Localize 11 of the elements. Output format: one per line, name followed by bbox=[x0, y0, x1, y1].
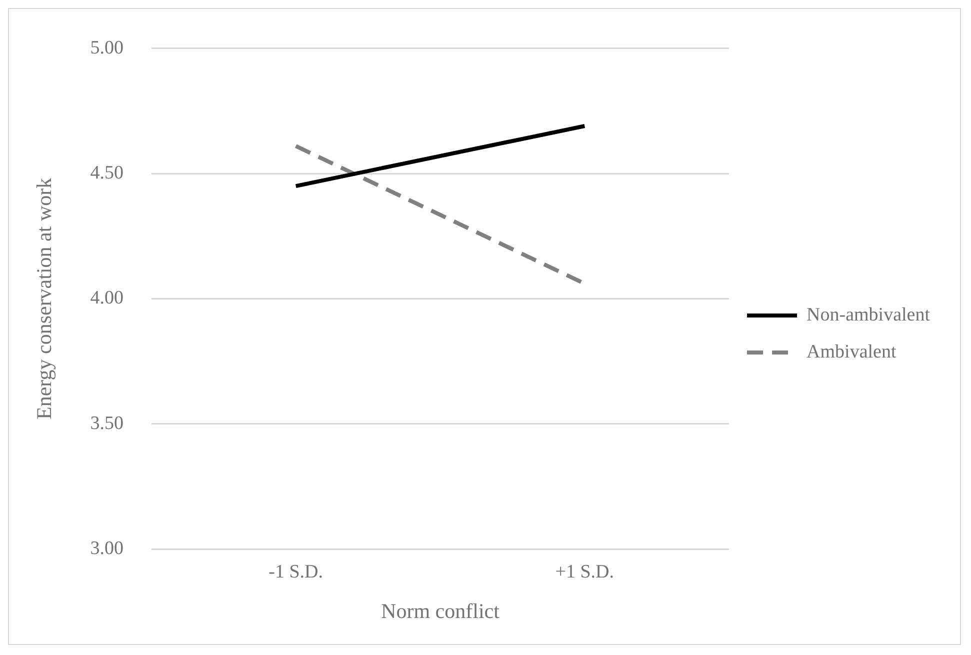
x-axis-title: Norm conflict bbox=[381, 598, 500, 623]
y-tick-label: 4.00 bbox=[90, 288, 124, 309]
x-tick-label: +1 S.D. bbox=[555, 561, 614, 582]
y-tick-label: 5.00 bbox=[90, 37, 124, 58]
x-tick-label: -1 S.D. bbox=[268, 561, 324, 582]
y-tick-label: 3.50 bbox=[90, 412, 124, 434]
legend-label: Non-ambivalent bbox=[806, 304, 931, 326]
legend-label: Ambivalent bbox=[806, 341, 897, 362]
y-tick-label: 3.00 bbox=[90, 538, 124, 559]
y-axis-title: Energy conservation at work bbox=[32, 177, 56, 420]
y-tick-label: 4.50 bbox=[90, 162, 124, 184]
